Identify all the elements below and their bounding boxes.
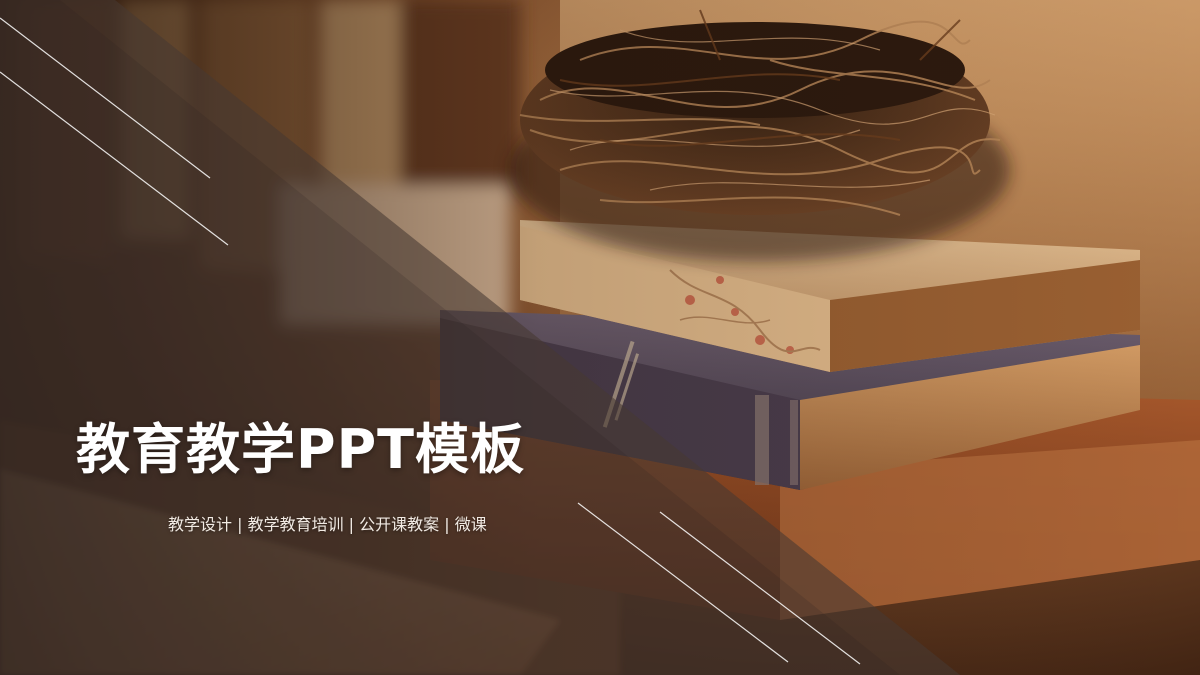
diagonal-overlay [0,0,960,675]
decor-line-top-1 [0,17,211,179]
decor-line-top-2 [0,71,229,246]
decor-line-bottom-1 [577,502,789,663]
decor-line-bottom-2 [659,511,861,665]
slide-subtitle: 教学设计 | 教学教育培训 | 公开课教案 | 微课 [168,515,487,534]
slide-title: 教育教学PPT模板 [76,418,525,481]
